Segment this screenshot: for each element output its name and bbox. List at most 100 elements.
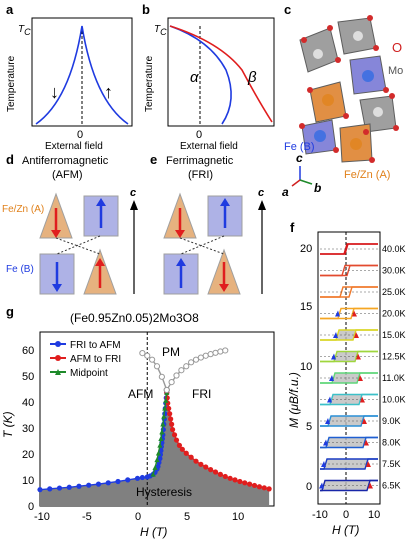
loop-down-12.5K xyxy=(320,350,378,363)
midpoint-point xyxy=(155,450,162,456)
pm-boundary-right-point xyxy=(183,363,190,370)
midpoint-point xyxy=(158,435,164,441)
fri-to-afm-marker xyxy=(335,310,340,317)
midpoint-point xyxy=(162,405,168,411)
panel-b-label: b xyxy=(142,2,150,17)
afm-to-fri-point xyxy=(183,450,189,456)
pm-boundary-right-point xyxy=(192,356,200,363)
panel-c: c O Mo Fe (B) Fe/Zn (A) c a b xyxy=(282,2,403,199)
fri-to-afm-point xyxy=(139,474,145,481)
legend-midpoint: Midpoint xyxy=(70,368,108,379)
loop-down-30.0K xyxy=(320,264,378,277)
g-xtick-10: 10 xyxy=(232,511,244,523)
afm-to-fri-point xyxy=(261,485,267,491)
afm-to-fri-point xyxy=(169,421,175,427)
panel-c-label: c xyxy=(284,2,291,17)
g-ytick-20: 20 xyxy=(22,449,34,461)
midpoint-point xyxy=(161,413,167,419)
panel-d-c-label: c xyxy=(130,187,136,199)
panel-b-tc: TC xyxy=(154,24,167,37)
afm-to-fri-marker xyxy=(364,439,369,446)
region-fri: FRI xyxy=(192,387,211,401)
fezn-a-label: Fe/Zn (A) xyxy=(344,169,390,181)
afm-to-fri-marker xyxy=(356,353,361,360)
panel-b-xtick: 0 xyxy=(196,129,202,141)
panel-f-label: f xyxy=(290,220,295,235)
hysteresis-region xyxy=(40,392,270,506)
panel-f: f 40.0K 30.0K 25.0K 20.0K 15.0K 12.5K 11.0K 10.… xyxy=(288,220,406,537)
panel-g-xlabel: H (T) xyxy=(140,525,167,539)
panel-f-xtick-m10: -10 xyxy=(312,509,328,521)
fri-to-afm-marker xyxy=(331,353,336,360)
panel-d-site-b: Fe (B) xyxy=(6,264,34,275)
g-xtick-m10: -10 xyxy=(34,511,50,523)
pm-boundary-left-point xyxy=(139,349,146,357)
panel-d-title-2: (AFM) xyxy=(52,169,83,181)
temp-label: 9.0K xyxy=(382,416,401,426)
pm-boundary-left-point xyxy=(153,363,161,370)
panel-e: e Ferrimagnetic (FRI) c xyxy=(150,152,266,295)
region-afm: AFM xyxy=(128,387,153,401)
temp-label: 10.0K xyxy=(382,395,406,405)
crystal-structure xyxy=(299,15,399,163)
panel-a-xtick: 0 xyxy=(77,129,83,141)
fri-to-afm-point xyxy=(86,482,92,488)
fri-to-afm-marker xyxy=(321,461,326,467)
panel-f-ytick-20: 20 xyxy=(300,243,312,255)
fri-to-afm-point xyxy=(115,478,121,485)
axis-a-label: a xyxy=(282,185,289,199)
panel-a-frame xyxy=(31,17,133,127)
afm-to-fri-point xyxy=(173,437,180,443)
midpoint-point xyxy=(154,457,160,463)
temp-label: 30.0K xyxy=(382,266,406,276)
midpoint-point xyxy=(159,429,165,435)
afm-to-fri-point xyxy=(256,484,262,490)
fe-b-label: Fe (B) xyxy=(284,141,315,153)
panel-d: d Antiferromagnetic (AFM) Fe/Zn (A) Fe (… xyxy=(2,152,138,295)
axis-triad-icon xyxy=(291,166,313,187)
midpoint-point xyxy=(152,464,158,470)
afm-to-fri-marker xyxy=(360,396,365,403)
panel-e-title-1: Ferrimagnetic xyxy=(166,155,234,167)
g-xtick-m5: -5 xyxy=(82,511,92,523)
afm-to-fri-point xyxy=(237,478,243,485)
fri-to-afm-point xyxy=(155,463,161,470)
panel-b-red-boundary xyxy=(169,25,273,123)
oxygen-label: O xyxy=(392,40,402,55)
afm-to-fri-point xyxy=(242,480,248,486)
panel-g-legend: FRI to AFM AFM to FRI Midpoint xyxy=(50,340,121,379)
panel-e-title-2: (FRI) xyxy=(188,169,213,181)
afm-to-fri-point xyxy=(232,477,238,483)
up-arrow-icon: ↑ xyxy=(104,82,113,102)
fri-to-afm-point xyxy=(125,477,131,483)
afm-to-fri-marker xyxy=(358,375,363,381)
afm-to-fri-point xyxy=(171,432,178,438)
pm-boundary-left-point xyxy=(144,352,151,359)
g-ytick-60: 60 xyxy=(22,345,34,357)
temp-label: 12.5K xyxy=(382,352,406,362)
panel-e-c-label: c xyxy=(258,187,264,199)
mo-label: Mo xyxy=(388,65,403,77)
g-ytick-0: 0 xyxy=(28,501,34,513)
fri-to-afm-point xyxy=(66,484,72,490)
panel-f-ytick-10: 10 xyxy=(300,361,312,373)
panel-d-title-1: Antiferromagnetic xyxy=(22,155,109,167)
panel-b-frame xyxy=(167,17,275,127)
fri-to-afm-point xyxy=(134,475,141,481)
afm-to-fri-point xyxy=(188,454,194,460)
afm-to-fri-point xyxy=(212,469,219,475)
g-ytick-40: 40 xyxy=(22,397,34,409)
afm-to-fri-point xyxy=(179,446,185,452)
pm-boundary-right-point xyxy=(163,386,170,394)
pm-boundary-right-point xyxy=(188,359,195,366)
panel-f-curves xyxy=(319,243,378,492)
afm-to-fri-marker xyxy=(354,332,359,338)
panel-f-xtick-10: 10 xyxy=(368,509,380,521)
afm-to-fri-point xyxy=(251,482,258,489)
pm-boundary-right-point xyxy=(168,378,175,386)
pm-boundary-right-point xyxy=(178,367,185,374)
panel-b-alpha: α xyxy=(190,69,199,86)
temp-label: 40.0K xyxy=(382,244,406,254)
fri-to-afm-marker xyxy=(319,482,324,489)
panel-a: a Temperature TC ↓ ↑ 0 External field xyxy=(6,2,133,150)
